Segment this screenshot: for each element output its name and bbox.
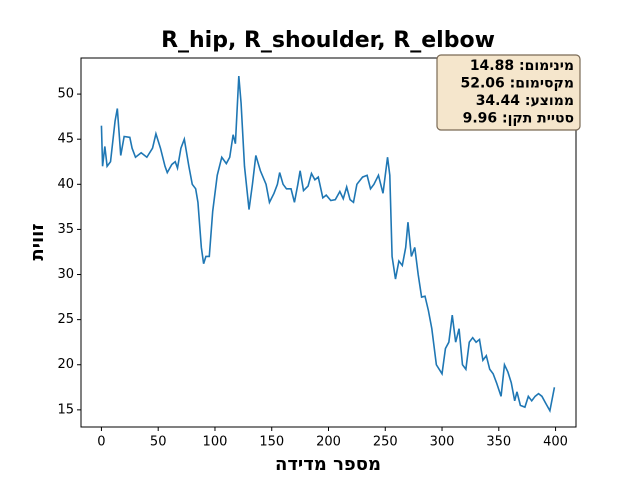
y-tick-label: 15 xyxy=(57,402,74,417)
y-tick-label: 25 xyxy=(57,312,74,327)
stats-line: ממוצע: 34.44 xyxy=(476,93,574,109)
y-axis-label: זווית xyxy=(27,223,48,260)
stats-line: סטיית תקן: 9.96 xyxy=(463,111,574,127)
y-tick-label: 20 xyxy=(57,357,74,372)
data-line xyxy=(100,75,556,414)
x-tick-label: 400 xyxy=(543,435,568,450)
axes-frame xyxy=(80,57,577,428)
x-tick-label: 200 xyxy=(316,435,341,450)
stats-line: מינימום: 14.88 xyxy=(470,58,574,74)
x-tick-label: 0 xyxy=(97,435,105,450)
chart-title: R_hip, R_shoulder, R_elbow xyxy=(161,28,495,53)
y-tick-label: 30 xyxy=(57,267,74,282)
stats-line: מקסימום: 52.06 xyxy=(460,76,574,92)
y-tick-label: 35 xyxy=(57,222,74,237)
y-tick-label: 45 xyxy=(57,132,74,147)
x-tick-label: 50 xyxy=(150,435,167,450)
x-tick-label: 350 xyxy=(486,435,511,450)
x-tick-label: 300 xyxy=(430,435,455,450)
y-tick-label: 50 xyxy=(57,87,74,102)
x-axis-label: מספר מדידה xyxy=(275,454,381,475)
x-tick-label: 250 xyxy=(373,435,398,450)
x-tick-label: 150 xyxy=(259,435,284,450)
y-tick-label: 40 xyxy=(57,177,74,192)
x-tick-label: 100 xyxy=(203,435,228,450)
stats-box xyxy=(436,54,581,131)
